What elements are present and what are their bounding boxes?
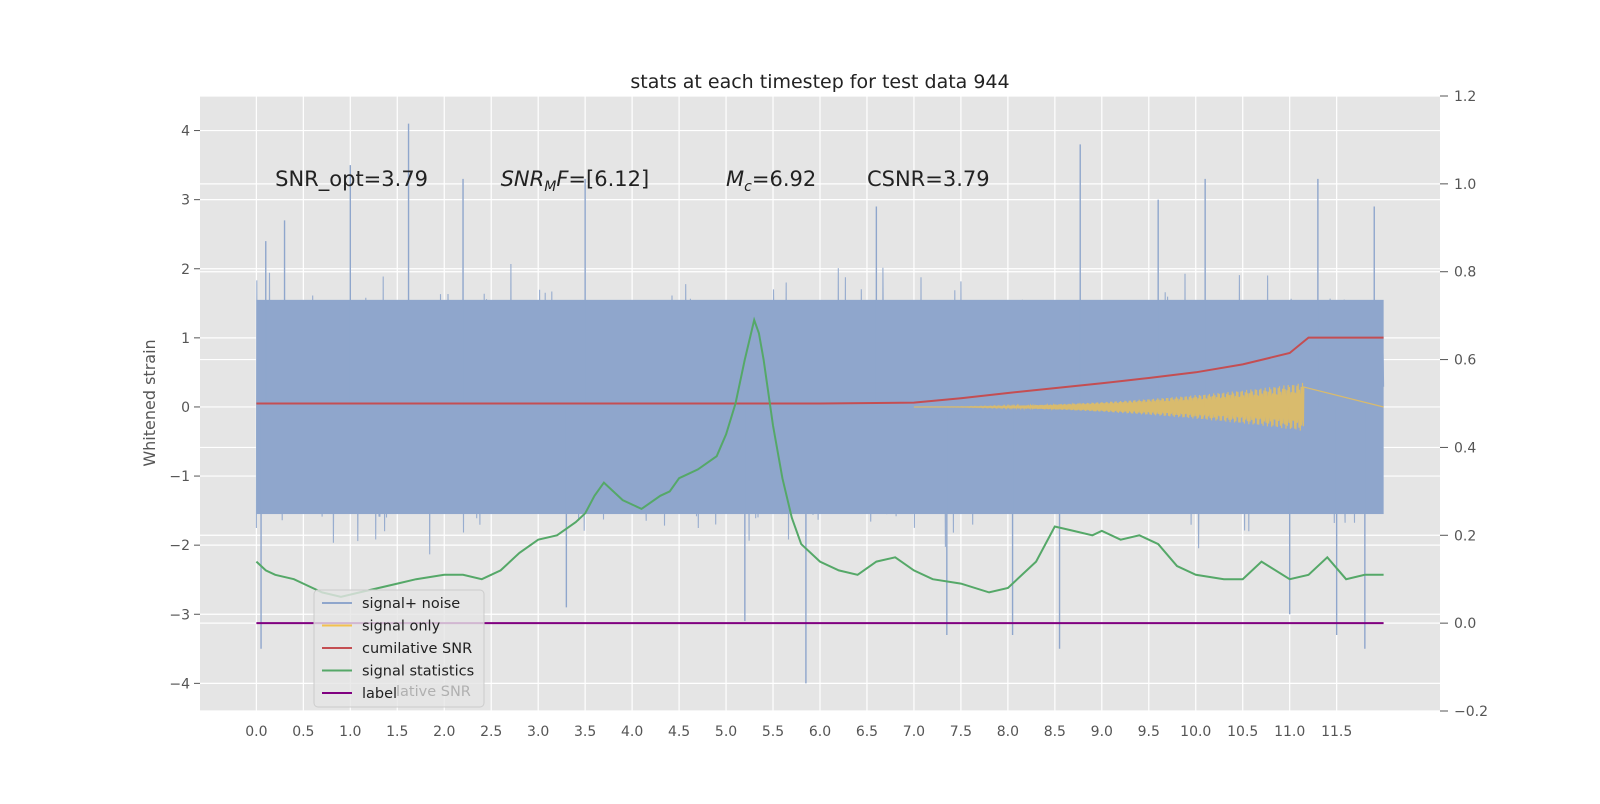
y-tick-label: −3	[169, 607, 190, 623]
legend-label: signal only	[362, 619, 441, 635]
tick-layer: 0.0 0.5 1.0 1.5 2.0 2.5 3.0 3.5 4.0 4.5 5.0 5.5 6.0 6…	[169, 89, 1488, 740]
y2-tick-label: 0.2	[1454, 528, 1476, 544]
x-tick-label: 7.0	[903, 724, 925, 740]
stat-annotation: SNR_opt=3.79	[275, 167, 428, 192]
series-line-signal-only	[913, 382, 1384, 431]
legend-frame	[313, 589, 485, 708]
x-tick-label: 11.0	[1274, 724, 1305, 740]
legend-label: signal+ noise	[362, 596, 460, 612]
annotation-layer: SNR_opt=3.79 SNRMF=[6.12] Mc=6.92 CSNR=3.79	[275, 167, 989, 195]
x-tick-label: 10.0	[1180, 724, 1211, 740]
y-tick-label: 4	[181, 124, 190, 140]
y2-tick-label: 1.2	[1454, 89, 1476, 105]
y-axis-label: Whitened strain	[140, 339, 159, 466]
x-tick-label: 6.0	[809, 724, 831, 740]
x-tick-label: 8.5	[1044, 724, 1066, 740]
x-tick-label: 6.5	[856, 724, 878, 740]
stat-annotation: SNRMF=[6.12]	[501, 167, 650, 195]
x-tick-label: 3.5	[574, 724, 596, 740]
x-tick-label: 4.5	[668, 724, 690, 740]
y2-tick-label: 0.4	[1454, 440, 1476, 456]
x-tick-label: 0.5	[292, 724, 314, 740]
x-tick-label: 5.5	[762, 724, 784, 740]
x-tick-label: 2.5	[480, 724, 502, 740]
x-tick-label: 8.0	[997, 724, 1019, 740]
x-tick-label: 4.0	[621, 724, 643, 740]
y2-tick-label: 0.8	[1454, 265, 1476, 281]
y-tick-label: 2	[181, 262, 190, 278]
y2-tick-label: 1.0	[1454, 177, 1476, 193]
x-tick-label: 7.5	[950, 724, 972, 740]
x-tick-label: 0.0	[245, 724, 267, 740]
y2-tick-label: 0.6	[1454, 353, 1476, 369]
legend: lative SNR signal+ noise signal only cumila…	[313, 589, 485, 708]
y-tick-label: 3	[181, 193, 190, 209]
x-tick-label: 3.0	[527, 724, 549, 740]
x-tick-label: 9.5	[1138, 724, 1160, 740]
legend-label: signal statistics	[362, 664, 474, 680]
legend-label: label	[362, 686, 397, 702]
y2-tick-label: −0.2	[1454, 704, 1488, 720]
stat-annotation: CSNR=3.79	[867, 167, 990, 191]
x-tick-label: 5.0	[715, 724, 737, 740]
series-layer	[255, 123, 1385, 684]
x-tick-label: 9.0	[1091, 724, 1113, 740]
y-tick-label: −1	[169, 469, 190, 485]
x-tick-label: 1.0	[339, 724, 361, 740]
y-tick-label: 1	[181, 331, 190, 347]
x-tick-label: 10.5	[1227, 724, 1258, 740]
stat-annotation: Mc=6.92	[726, 167, 816, 195]
series-line-signal-statistics	[255, 316, 1384, 598]
series-line-cumilative-snr	[256, 336, 1384, 405]
x-tick-label: 1.5	[386, 724, 408, 740]
legend-label: cumilative SNR	[362, 641, 472, 657]
x-tick-label: 11.5	[1321, 724, 1352, 740]
legend-ghost-text: lative SNR	[396, 684, 471, 700]
y-tick-label: 0	[181, 400, 190, 416]
chart-title: stats at each timestep for test data 944	[630, 71, 1009, 93]
y2-tick-label: 0.0	[1454, 616, 1476, 632]
y-tick-label: −4	[169, 676, 190, 692]
y-tick-label: −2	[169, 538, 190, 554]
x-tick-label: 2.0	[433, 724, 455, 740]
